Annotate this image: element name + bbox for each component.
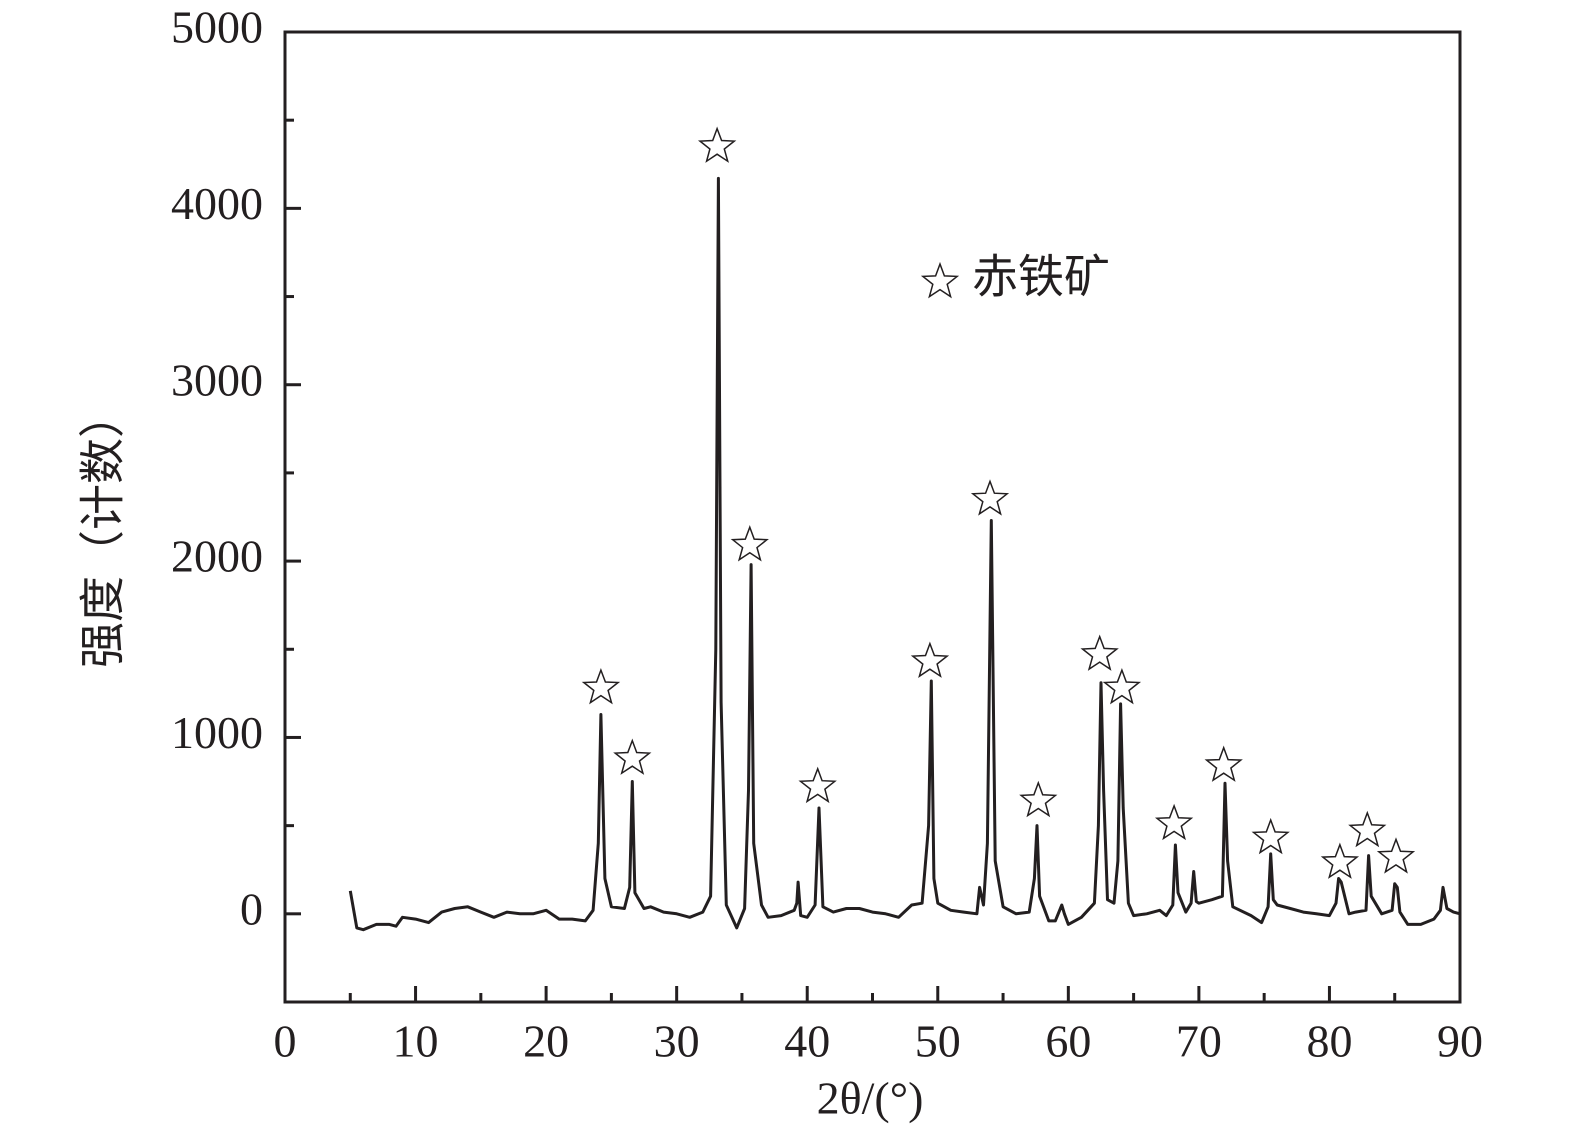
x-axis-label: 2θ/(°) — [817, 1073, 924, 1124]
star-marker — [970, 479, 1010, 516]
star-marker — [1348, 810, 1387, 848]
data-line — [348, 176, 1461, 932]
x-tick-label: 50 — [915, 1016, 961, 1067]
star-marker — [1204, 745, 1243, 782]
x-tick-label: 30 — [654, 1016, 700, 1067]
star-marker — [1102, 667, 1142, 705]
x-tick-label: 20 — [523, 1016, 569, 1067]
y-tick-label: 1000 — [171, 707, 263, 758]
star-marker — [1080, 634, 1119, 671]
star-marker — [697, 126, 737, 163]
star-marker — [1154, 803, 1194, 841]
star-marker — [910, 641, 950, 678]
plot-frame — [283, 30, 1462, 1004]
star-marker — [613, 738, 652, 775]
star-marker — [1019, 780, 1058, 818]
star-marker — [1376, 837, 1416, 874]
x-tick-label: 70 — [1176, 1016, 1222, 1067]
x-tick-label: 80 — [1306, 1016, 1352, 1067]
star-marker — [581, 667, 621, 705]
x-tick-label: 40 — [784, 1016, 830, 1067]
x-tick-label: 90 — [1437, 1016, 1483, 1067]
x-tick-label: 0 — [274, 1016, 297, 1067]
x-tick-label: 60 — [1045, 1016, 1091, 1067]
star-marker — [730, 525, 769, 562]
x-tick-label: 10 — [393, 1016, 439, 1067]
star-marker — [1320, 842, 1360, 879]
legend-label: 赤铁矿 — [972, 252, 1110, 303]
y-tick-label: 3000 — [171, 354, 263, 405]
y-tick-label: 0 — [240, 883, 263, 934]
legend-marker — [920, 261, 960, 299]
star-marker — [1251, 817, 1290, 855]
y-tick-label: 4000 — [171, 178, 263, 229]
y-axis-label: 强度（计数） — [78, 392, 129, 668]
y-tick-label: 5000 — [171, 2, 263, 53]
star-marker — [798, 766, 837, 804]
y-tick-label: 2000 — [171, 531, 263, 582]
